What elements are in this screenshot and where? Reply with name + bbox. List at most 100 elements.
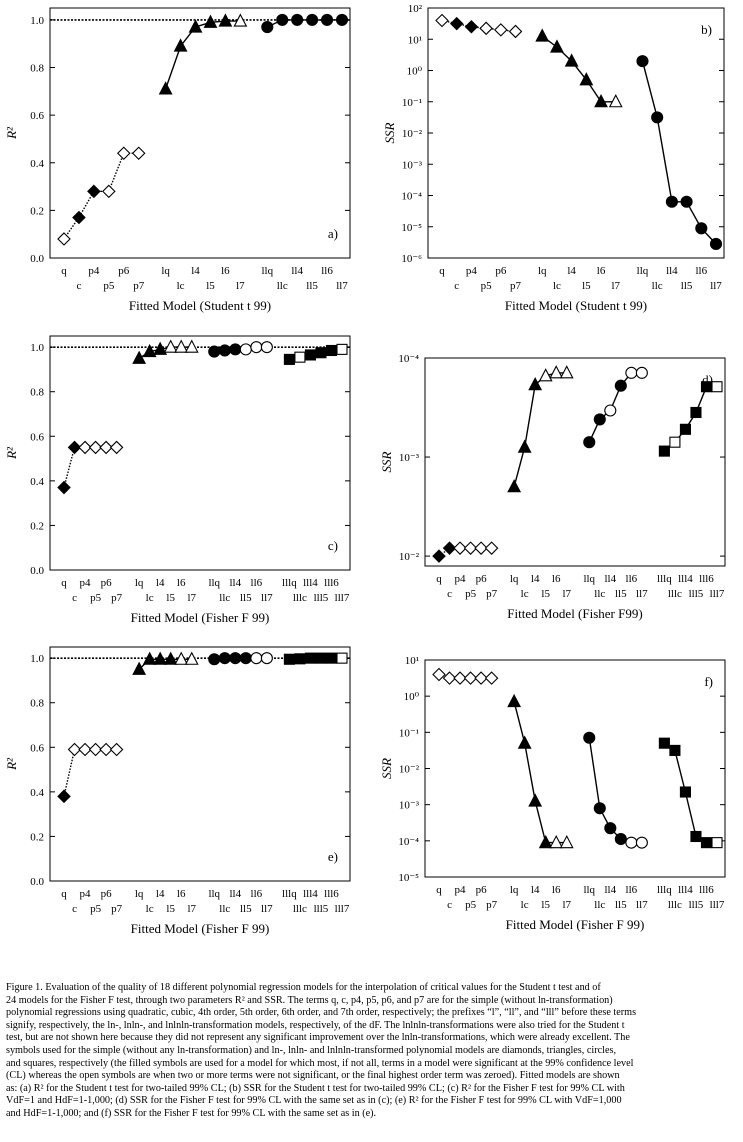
triangle-marker (153, 341, 168, 355)
y-tick-label: 0.2 (30, 831, 44, 843)
series-line-diamond (63, 152, 139, 240)
x-axis-label: Fitted Model (Fisher F99) (507, 606, 642, 621)
circle-marker (593, 802, 606, 815)
circle-marker (635, 366, 648, 379)
diamond-marker (464, 19, 479, 34)
y-tick-label: 0.8 (30, 63, 44, 75)
x-tick-label: lll6 (324, 888, 339, 900)
y-tick-label: 10⁻⁶ (401, 253, 422, 265)
circle-marker (208, 345, 221, 358)
x-tick-label: p7 (133, 280, 145, 292)
circle-marker (250, 652, 263, 665)
y-tick-label: 10⁻¹ (402, 97, 422, 109)
circle-marker (239, 343, 252, 356)
square-marker (690, 830, 702, 843)
y-tick-label: 10⁻³ (402, 159, 423, 171)
x-tick-label: l6 (221, 265, 230, 277)
x-tick-label: p6 (118, 265, 130, 277)
x-tick-label: lll7 (335, 592, 350, 604)
x-tick-label: p4 (80, 888, 92, 900)
y-axis-label: R² (4, 446, 19, 460)
x-tick-label: ll6 (251, 577, 263, 589)
x-tick-label: ll4 (229, 577, 241, 589)
x-tick-label: p6 (101, 888, 113, 900)
chart-panel-b: 10⁻⁶10⁻⁵10⁻⁴10⁻³10⁻²10⁻¹10⁰10¹10²qcp4p5p… (382, 3, 725, 313)
series-line-diamond (63, 748, 117, 797)
caption-line: as: (a) R² for the Student t test for tw… (6, 1082, 625, 1094)
y-tick-label: 10⁰ (404, 691, 420, 703)
diamond-marker (78, 440, 92, 455)
circle-marker (625, 366, 638, 379)
y-tick-label: 0.2 (30, 205, 44, 217)
triangle-marker (559, 834, 574, 849)
y-tick-label: 0.4 (30, 158, 44, 170)
circle-marker (250, 341, 263, 354)
y-tick-label: 10¹ (405, 655, 419, 667)
x-tick-label: ll7 (336, 280, 348, 292)
circle-marker (709, 237, 723, 250)
triangle-marker (163, 651, 178, 665)
x-tick-label: lll7 (335, 903, 350, 915)
circle-marker (208, 653, 221, 666)
square-marker (679, 423, 691, 435)
x-tick-label: ll4 (604, 884, 616, 896)
y-tick-label: 10⁻² (399, 551, 420, 563)
triangle-marker (132, 661, 147, 675)
x-tick-label: l5 (541, 899, 550, 911)
x-tick-label: p4 (80, 577, 92, 589)
circle-marker (306, 13, 319, 26)
x-tick-label: lll5 (314, 903, 329, 915)
x-tick-label: llq (583, 884, 595, 896)
x-tick-label: l6 (597, 265, 606, 277)
x-tick-label: llq (637, 265, 649, 277)
y-tick-label: 0.4 (30, 476, 44, 488)
diamond-marker (99, 440, 113, 455)
triangle-marker (549, 834, 564, 849)
y-tick-label: 10⁻⁴ (398, 836, 419, 848)
x-tick-label: ll7 (261, 592, 273, 604)
triangle-marker (158, 81, 173, 95)
triangle-marker (528, 793, 543, 807)
x-tick-label: l7 (187, 903, 196, 915)
x-tick-label: p5 (90, 903, 102, 915)
x-tick-label: lll6 (699, 884, 714, 896)
triangle-marker (184, 339, 199, 353)
diamond-marker (474, 671, 488, 685)
x-tick-label: lll5 (689, 588, 704, 600)
triangle-marker (517, 735, 532, 749)
series-line-triangle (513, 701, 567, 844)
y-tick-label: 0.8 (30, 698, 44, 710)
x-tick-label: l4 (156, 577, 165, 589)
x-tick-label: l5 (166, 903, 175, 915)
circle-marker (291, 13, 304, 26)
x-tick-label: lq (538, 265, 547, 277)
diamond-marker (463, 671, 478, 685)
square-marker (336, 652, 348, 664)
x-tick-label: ll6 (626, 884, 638, 896)
diamond-marker (453, 671, 467, 685)
x-tick-label: lll5 (314, 592, 329, 604)
y-tick-label: 10⁻⁴ (398, 353, 419, 365)
square-marker (294, 653, 306, 665)
x-tick-label: l6 (552, 884, 561, 896)
diamond-marker (432, 549, 446, 563)
x-tick-label: p5 (481, 280, 493, 292)
x-tick-label: lll7 (710, 899, 725, 911)
x-tick-label: ll4 (604, 573, 616, 585)
circle-marker (604, 404, 617, 417)
square-marker (294, 351, 306, 363)
circle-marker (625, 836, 638, 849)
triangle-marker (538, 368, 553, 382)
x-tick-label: l6 (177, 888, 186, 900)
panel-label: d) (702, 372, 713, 387)
caption-line: polynomial regressions using quadratic, … (6, 1007, 637, 1019)
triangle-marker (550, 39, 564, 53)
y-tick-label: 0.6 (30, 742, 44, 754)
x-tick-label: lll6 (324, 577, 339, 589)
x-tick-label: lll6 (699, 573, 714, 585)
x-tick-label: p7 (111, 903, 123, 915)
triangle-marker (174, 651, 189, 665)
series-line-diamond (63, 446, 117, 488)
